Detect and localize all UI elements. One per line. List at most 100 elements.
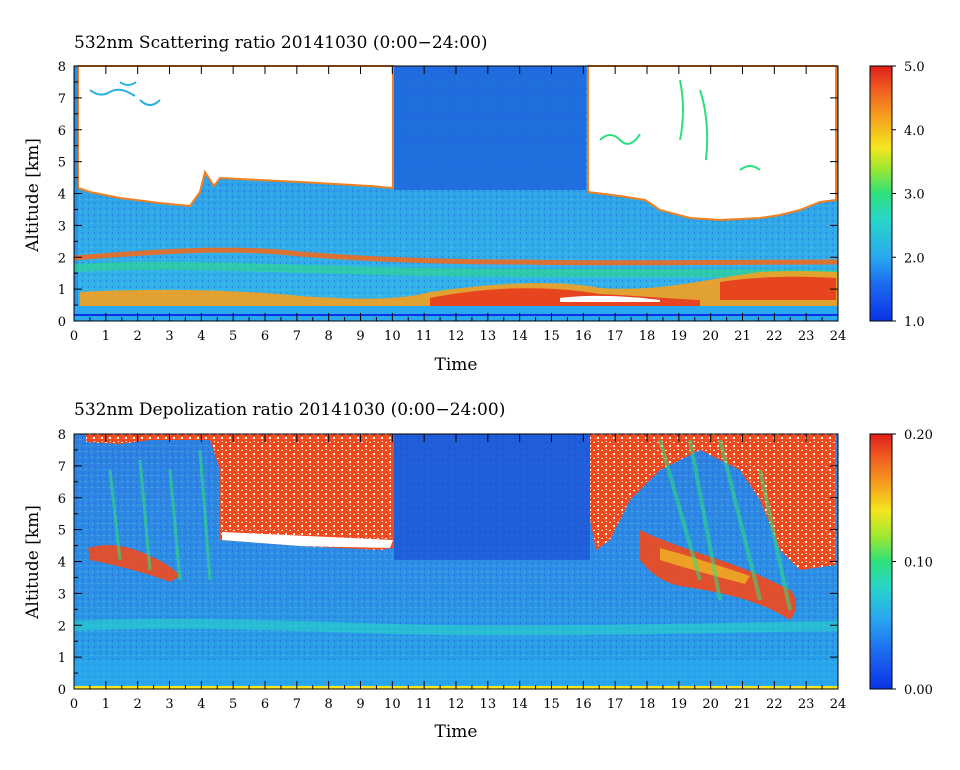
bottom-layer-2km xyxy=(73,618,839,636)
y-tick-label: 4 xyxy=(58,188,66,203)
bottom-colorbar: 0.00 0.10 0.20 xyxy=(869,428,933,698)
x-tick-label: 5 xyxy=(229,697,237,712)
colorbar-tick-label: 4.0 xyxy=(904,124,925,139)
bottom-aerosol-4km-right-core xyxy=(660,548,750,584)
x-tick-label: 9 xyxy=(356,329,364,344)
x-tick-label: 21 xyxy=(734,329,751,344)
scattering-ratio-panel: 532nm Scattering ratio 20141030 (0:00−24… xyxy=(23,33,925,375)
x-tick-label: 23 xyxy=(798,697,815,712)
x-tick-label: 2 xyxy=(134,697,142,712)
x-tick-label: 5 xyxy=(229,329,237,344)
depolarization-ratio-panel: 532nm Depolization ratio 20141030 (0:00−… xyxy=(23,400,933,742)
x-tick-label: 8 xyxy=(325,329,333,344)
y-tick-label: 0 xyxy=(58,315,66,330)
x-tick-label: 11 xyxy=(416,329,433,344)
x-tick-label: 1 xyxy=(102,329,110,344)
x-tick-label: 3 xyxy=(165,329,173,344)
x-tick-label: 22 xyxy=(766,697,783,712)
top-y-axis-label: Altitude [km] xyxy=(23,138,43,253)
bottom-colorbar-gradient xyxy=(869,433,893,690)
bottom-axes: 0 1 2 3 4 5 6 7 8 9 10 11 12 13 14 15 16 17 18 19 20 21 22 23 24… xyxy=(58,428,847,712)
x-tick-label: 16 xyxy=(575,697,592,712)
top-x-axis-label: Time xyxy=(435,355,478,375)
x-tick-label: 3 xyxy=(165,697,173,712)
x-tick-label: 13 xyxy=(480,329,497,344)
x-tick-label: 0 xyxy=(70,697,78,712)
colorbar-tick-label: 5.0 xyxy=(904,60,925,75)
x-tick-label: 9 xyxy=(356,697,364,712)
x-tick-label: 11 xyxy=(416,697,433,712)
colorbar-tick-label: 3.0 xyxy=(904,188,925,203)
x-tick-label: 2 xyxy=(134,329,142,344)
y-tick-label: 8 xyxy=(58,60,66,75)
x-tick-label: 6 xyxy=(261,697,269,712)
bottom-ice-region-left xyxy=(86,434,393,550)
top-dark-column xyxy=(394,66,586,190)
bottom-chart-title: 532nm Depolization ratio 20141030 (0:00−… xyxy=(74,400,505,420)
colorbar-tick-label: 0.00 xyxy=(904,683,933,698)
x-tick-label: 14 xyxy=(511,329,528,344)
y-tick-label: 3 xyxy=(58,587,66,602)
colorbar-tick-label: 0.10 xyxy=(904,556,933,571)
x-tick-label: 14 xyxy=(511,697,528,712)
x-tick-label: 4 xyxy=(197,329,205,344)
y-tick-label: 1 xyxy=(58,651,66,666)
top-axes: 0 1 2 3 4 5 6 7 8 9 10 11 12 13 14 15 16 17 18 19 20 21 22 23 24… xyxy=(58,60,847,344)
top-layer-2km xyxy=(73,247,839,266)
y-tick-label: 0 xyxy=(58,683,66,698)
x-tick-label: 17 xyxy=(607,697,624,712)
colorbar-tick-label: 0.20 xyxy=(904,428,933,443)
x-tick-label: 7 xyxy=(293,329,301,344)
x-tick-label: 0 xyxy=(70,329,78,344)
top-colorbar-ticks: 1.0 2.0 3.0 4.0 5.0 xyxy=(892,60,925,330)
bottom-plumes-left xyxy=(108,449,212,581)
colorbar-tick-label: 1.0 xyxy=(904,315,925,330)
x-tick-label: 12 xyxy=(448,329,465,344)
x-tick-label: 10 xyxy=(384,329,401,344)
top-cloud-gap-right xyxy=(587,65,837,222)
x-tick-label: 15 xyxy=(543,697,560,712)
top-boundary-core xyxy=(430,276,836,306)
x-tick-label: 24 xyxy=(830,329,847,344)
x-tick-label: 12 xyxy=(448,697,465,712)
y-tick-label: 7 xyxy=(58,92,66,107)
y-tick-label: 3 xyxy=(58,219,66,234)
x-tick-label: 23 xyxy=(798,329,815,344)
x-tick-label: 13 xyxy=(480,697,497,712)
y-tick-label: 2 xyxy=(58,619,66,634)
top-chart-title: 532nm Scattering ratio 20141030 (0:00−24… xyxy=(74,33,488,53)
top-boundary-white xyxy=(560,295,660,302)
x-tick-label: 1 xyxy=(102,697,110,712)
bottom-x-axis-label: Time xyxy=(435,722,478,742)
y-tick-label: 1 xyxy=(58,283,66,298)
y-tick-label: 8 xyxy=(58,428,66,443)
x-tick-label: 6 xyxy=(261,329,269,344)
x-tick-label: 17 xyxy=(607,329,624,344)
x-tick-label: 21 xyxy=(734,697,751,712)
x-tick-label: 19 xyxy=(671,697,688,712)
top-colorbar-gradient xyxy=(869,65,893,322)
y-tick-label: 2 xyxy=(58,251,66,266)
y-tick-label: 5 xyxy=(58,524,66,539)
y-tick-label: 6 xyxy=(58,492,66,507)
x-tick-label: 22 xyxy=(766,329,783,344)
top-plot-area xyxy=(73,65,839,322)
x-tick-label: 4 xyxy=(197,697,205,712)
bottom-dark-column xyxy=(394,434,590,560)
y-tick-label: 6 xyxy=(58,124,66,139)
x-tick-label: 18 xyxy=(639,697,656,712)
x-tick-label: 8 xyxy=(325,697,333,712)
x-tick-label: 7 xyxy=(293,697,301,712)
top-colorbar: 1.0 2.0 3.0 4.0 5.0 xyxy=(869,60,925,330)
x-tick-label: 19 xyxy=(671,329,688,344)
x-tick-label: 16 xyxy=(575,329,592,344)
x-tick-label: 15 xyxy=(543,329,560,344)
top-cloud-speckles-left xyxy=(89,81,161,106)
top-cloud-gap-left xyxy=(77,65,394,208)
bottom-colorbar-ticks: 0.00 0.10 0.20 xyxy=(892,428,933,698)
bottom-aerosol-4km-left xyxy=(88,545,180,582)
x-tick-label: 20 xyxy=(702,329,719,344)
bottom-plumes-right xyxy=(658,439,792,611)
